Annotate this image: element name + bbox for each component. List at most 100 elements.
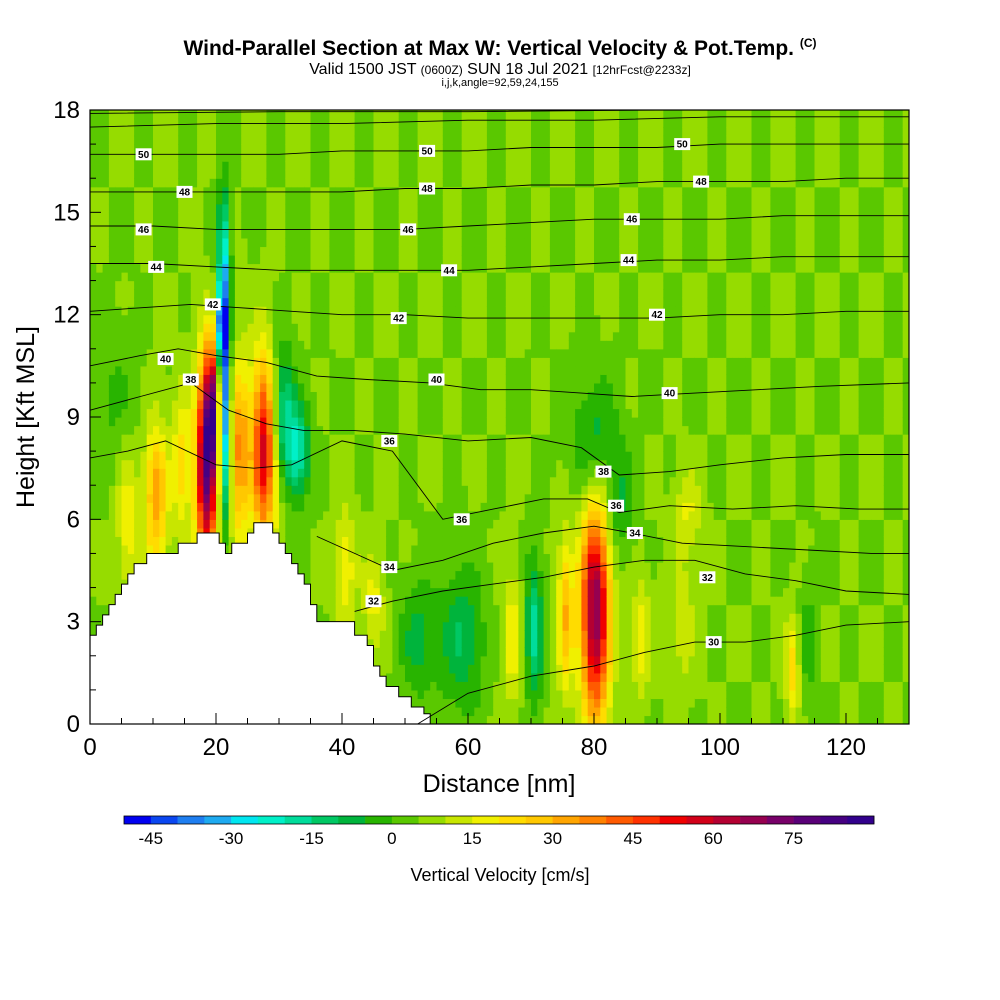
velocity-cell: [329, 289, 337, 299]
velocity-cell: [505, 613, 513, 623]
velocity-cell: [216, 510, 223, 520]
velocity-cell: [272, 510, 280, 520]
velocity-cell: [449, 587, 456, 597]
velocity-cell: [165, 152, 173, 162]
velocity-cell: [342, 613, 349, 623]
velocity-cell: [241, 229, 249, 239]
velocity-cell: [423, 434, 431, 444]
velocity-cell: [184, 263, 192, 273]
velocity-cell: [159, 280, 167, 290]
velocity-cell: [241, 485, 249, 495]
velocity-cell: [146, 127, 154, 137]
velocity-cell: [512, 459, 519, 469]
velocity-cell: [449, 110, 456, 120]
velocity-cell: [505, 681, 513, 691]
velocity-cell: [379, 485, 387, 495]
velocity-cell: [411, 306, 419, 316]
velocity-cell: [316, 118, 324, 128]
velocity-cell: [253, 110, 261, 120]
velocity-cell: [480, 553, 488, 563]
velocity-cell: [146, 203, 154, 213]
velocity-cell: [474, 161, 482, 171]
velocity-cell: [247, 434, 255, 444]
velocity-cell: [354, 195, 362, 205]
velocity-cell: [260, 417, 267, 427]
velocity-cell: [241, 468, 249, 478]
velocity-cell: [253, 272, 261, 282]
velocity-cell: [486, 689, 494, 700]
velocity-cell: [153, 340, 160, 350]
velocity-cell: [310, 169, 318, 179]
velocity-cell: [178, 382, 186, 393]
velocity-cell: [222, 382, 230, 393]
velocity-cell: [291, 118, 299, 128]
velocity-cell: [455, 229, 463, 239]
velocity-cell: [234, 186, 242, 196]
velocity-cell: [423, 297, 431, 307]
velocity-cell: [360, 621, 368, 631]
velocity-cell: [146, 323, 154, 333]
velocity-cell: [165, 510, 173, 520]
velocity-cell: [411, 698, 419, 708]
velocity-cell: [518, 672, 526, 682]
velocity-cell: [234, 127, 242, 137]
velocity-cell: [342, 519, 349, 529]
velocity-cell: [499, 374, 507, 384]
velocity-cell: [184, 399, 192, 410]
velocity-cell: [417, 374, 425, 384]
velocity-cell: [234, 110, 242, 120]
velocity-cell: [316, 519, 324, 529]
velocity-cell: [266, 425, 274, 435]
velocity-cell: [266, 314, 274, 324]
velocity-cell: [153, 314, 160, 324]
velocity-cell: [348, 161, 356, 171]
velocity-cell: [291, 246, 299, 256]
velocity-cell: [316, 314, 324, 324]
velocity-cell: [417, 408, 425, 418]
velocity-cell: [386, 254, 393, 265]
velocity-cell: [455, 417, 463, 427]
velocity-cell: [430, 382, 438, 393]
velocity-cell: [499, 212, 507, 222]
velocity-cell: [405, 689, 412, 700]
velocity-cell: [165, 391, 173, 401]
velocity-cell: [354, 459, 362, 469]
velocity-cell: [417, 681, 425, 691]
velocity-cell: [367, 237, 375, 248]
velocity-cell: [354, 340, 362, 350]
velocity-cell: [159, 459, 167, 469]
velocity-cell: [461, 135, 469, 145]
velocity-cell: [304, 544, 312, 555]
velocity-cell: [398, 434, 406, 444]
velocity-cell: [430, 587, 438, 597]
velocity-cell: [449, 289, 456, 299]
velocity-cell: [417, 579, 425, 589]
velocity-cell: [342, 203, 349, 213]
velocity-cell: [285, 519, 293, 529]
velocity-cell: [140, 212, 148, 222]
velocity-cell: [316, 195, 324, 205]
velocity-cell: [272, 272, 280, 282]
velocity-cell: [121, 451, 129, 461]
chart-title-text: Wind-Parallel Section at Max W: Vertical…: [183, 37, 794, 60]
velocity-cell: [411, 536, 419, 546]
velocity-cell: [367, 169, 375, 179]
velocity-cell: [90, 468, 97, 478]
velocity-cell: [367, 613, 375, 623]
velocity-cell: [436, 229, 444, 239]
velocity-cell: [102, 144, 110, 154]
velocity-cell: [360, 340, 368, 350]
velocity-cell: [184, 203, 192, 213]
velocity-cell: [197, 254, 204, 265]
velocity-cell: [127, 561, 135, 572]
velocity-cell: [499, 203, 507, 213]
velocity-cell: [108, 442, 116, 452]
velocity-cell: [184, 434, 192, 444]
velocity-cell: [297, 468, 305, 478]
velocity-cell: [272, 246, 280, 256]
velocity-cell: [348, 144, 356, 154]
velocity-cell: [304, 561, 312, 572]
velocity-cell: [493, 434, 501, 444]
velocity-cell: [203, 331, 211, 341]
velocity-cell: [505, 357, 513, 367]
